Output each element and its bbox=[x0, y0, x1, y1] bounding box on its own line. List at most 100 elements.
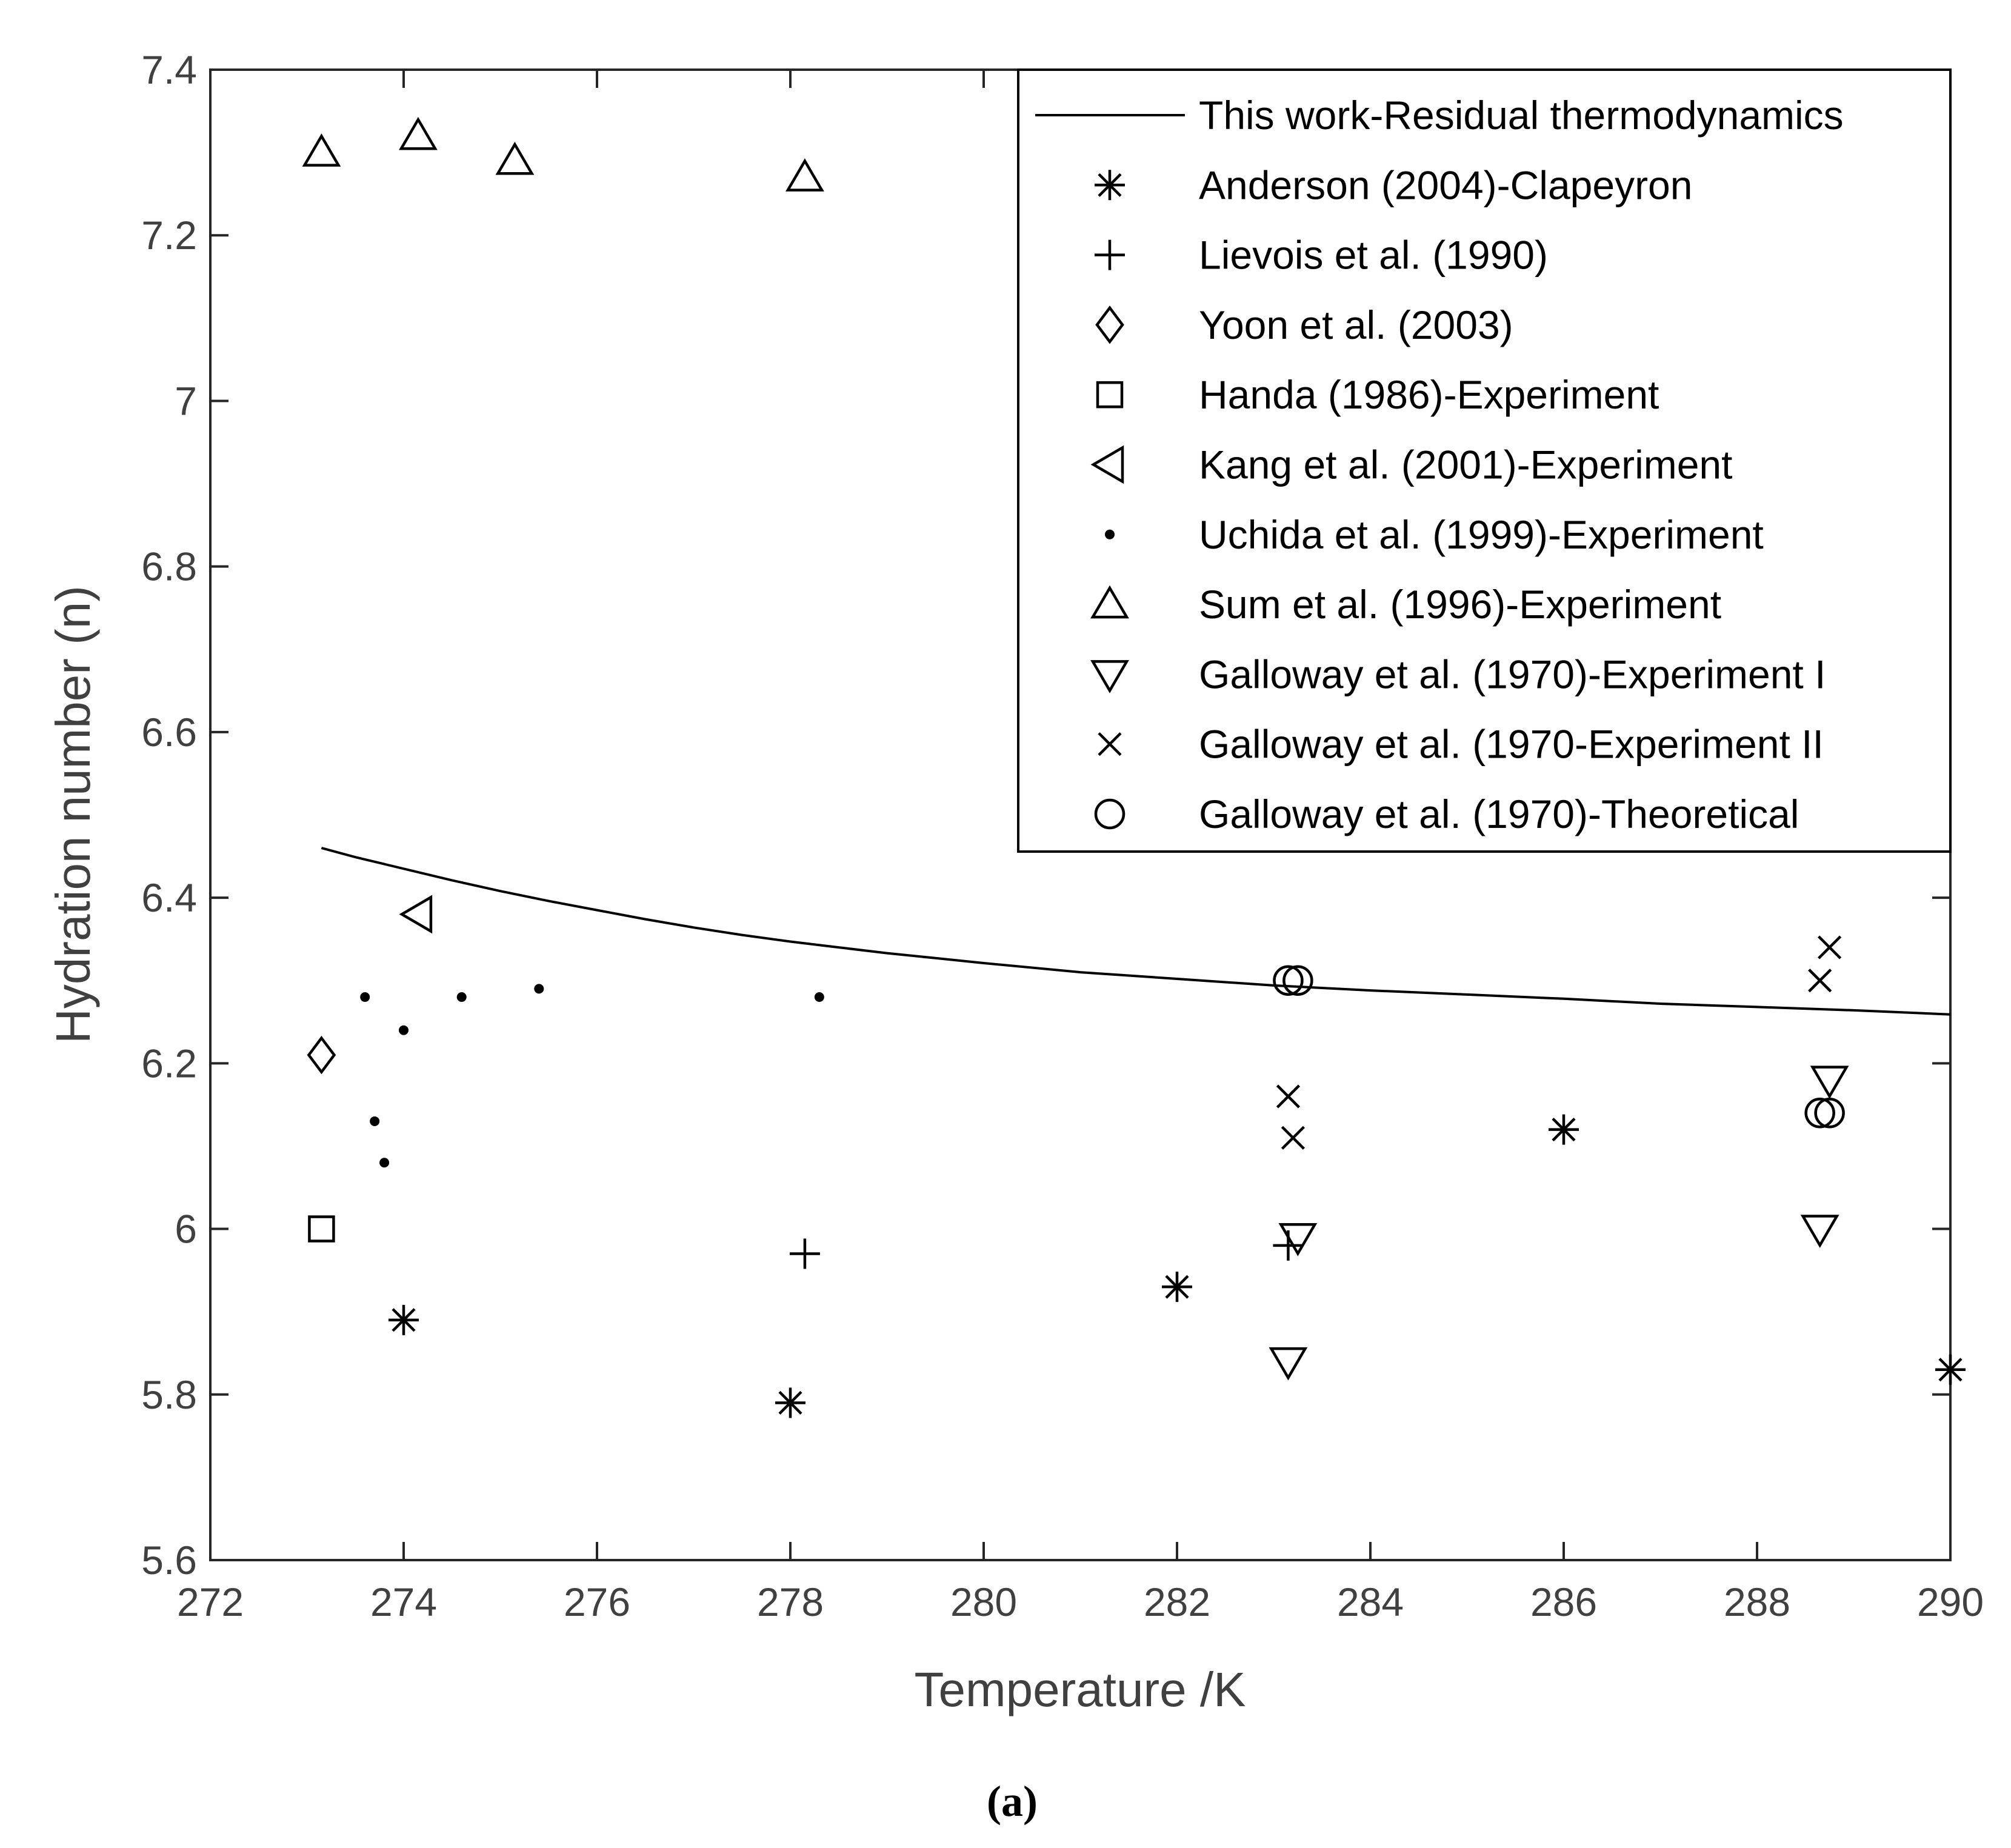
y-axis-label: Hydration number (n) bbox=[46, 585, 100, 1044]
legend-entry: Galloway et al. (1970-Experiment II bbox=[1098, 722, 1824, 767]
legend-marker-x bbox=[1098, 732, 1122, 756]
data-point-plus bbox=[789, 1238, 820, 1269]
data-point-dot bbox=[534, 984, 544, 994]
data-point-dot bbox=[360, 992, 370, 1002]
series-10 bbox=[1273, 965, 1845, 1129]
series-line-residual-thermodynamics bbox=[321, 847, 1951, 1016]
legend-label: Yoon et al. (2003) bbox=[1199, 302, 1513, 347]
legend-entry: Uchida et al. (1999)-Experiment bbox=[1105, 512, 1764, 557]
data-point-asterisk bbox=[389, 1304, 419, 1335]
x-tick-label: 290 bbox=[1917, 1579, 1984, 1624]
legend-marker-diamond bbox=[1095, 305, 1124, 344]
legend-label: Kang et al. (2001)-Experiment bbox=[1199, 442, 1732, 487]
y-axis-ticks: 5.6 5.8 6 6.2 6.4 6.6 6.8 7 7.2 7.4 bbox=[141, 47, 1950, 1583]
series-4 bbox=[308, 1215, 335, 1243]
data-series bbox=[302, 116, 1966, 1418]
data-point-triangle-down bbox=[1278, 1223, 1318, 1256]
x-tick-label: 280 bbox=[950, 1579, 1017, 1624]
legend-entry: Handa (1986)-Experiment bbox=[1096, 372, 1659, 417]
series-1 bbox=[389, 1114, 1966, 1418]
data-point-asterisk bbox=[1549, 1114, 1579, 1145]
series-7 bbox=[302, 116, 824, 192]
data-point-dot bbox=[814, 992, 824, 1002]
legend-label: Uchida et al. (1999)-Experiment bbox=[1199, 512, 1764, 557]
y-tick-label: 6.4 bbox=[141, 875, 197, 920]
data-point-circle bbox=[1273, 965, 1304, 996]
legend-entry: Galloway et al. (1970)-Theoretical bbox=[1094, 792, 1799, 836]
y-tick-label: 7.2 bbox=[141, 213, 197, 258]
legend-label: Anderson (2004)-Clapeyron bbox=[1199, 162, 1692, 207]
legend-entry: This work-Residual thermodynamics bbox=[1035, 93, 1844, 138]
y-tick-label: 6.6 bbox=[141, 710, 197, 755]
legend-entry: Kang et al. (2001)-Experiment bbox=[1090, 442, 1732, 487]
legend-marker-circle bbox=[1094, 798, 1126, 830]
data-point-dot bbox=[399, 1025, 409, 1035]
y-tick-label: 6 bbox=[175, 1207, 197, 1252]
x-tick-label: 278 bbox=[757, 1579, 824, 1624]
legend-entry: Galloway et al. (1970)-Experiment I bbox=[1090, 652, 1826, 696]
data-point-asterisk bbox=[775, 1387, 805, 1418]
data-point-triangle-up bbox=[495, 141, 535, 175]
data-point-dot bbox=[370, 1116, 380, 1126]
legend-label: Lievois et al. (1990) bbox=[1199, 233, 1548, 278]
legend-entry: Lievois et al. (1990) bbox=[1095, 233, 1548, 278]
x-tick-label: 286 bbox=[1530, 1579, 1597, 1624]
legend-box bbox=[1017, 68, 1952, 853]
legend-marker-triangle-left bbox=[1090, 445, 1124, 484]
data-point-x bbox=[1281, 1126, 1305, 1150]
series-5 bbox=[399, 895, 433, 934]
figure-caption: (a) bbox=[987, 1777, 1038, 1826]
legend-label: Galloway et al. (1970)-Experiment I bbox=[1199, 652, 1826, 696]
data-point-triangle-up bbox=[302, 133, 341, 167]
data-point-triangle-down bbox=[1800, 1215, 1839, 1249]
legend-marker-plus bbox=[1095, 239, 1125, 270]
legend-entry: Anderson (2004)-Clapeyron bbox=[1095, 162, 1692, 207]
legend: This work-Residual thermodynamics Anderso… bbox=[1017, 68, 1952, 853]
data-point-asterisk bbox=[1935, 1354, 1966, 1385]
y-tick-label: 7.4 bbox=[141, 47, 197, 92]
series-0 bbox=[321, 847, 1951, 1016]
data-point-asterisk bbox=[1162, 1272, 1192, 1303]
x-axis-ticks: 272 274 276 278 280 282 284 286 288 290 bbox=[177, 70, 1984, 1624]
data-point-triangle-down bbox=[1269, 1347, 1308, 1381]
data-point-circle bbox=[1814, 1098, 1845, 1129]
data-point-dot bbox=[456, 992, 467, 1002]
data-point-dot bbox=[379, 1158, 390, 1168]
data-point-x bbox=[1808, 969, 1832, 993]
x-tick-label: 274 bbox=[370, 1579, 437, 1624]
data-point-diamond bbox=[307, 1035, 336, 1075]
x-axis-label: Temperature /K bbox=[915, 1663, 1246, 1716]
x-tick-label: 272 bbox=[177, 1579, 244, 1624]
series-9 bbox=[1276, 935, 1842, 1150]
y-tick-label: 5.6 bbox=[141, 1538, 197, 1583]
y-tick-label: 7 bbox=[175, 378, 197, 423]
data-point-triangle-left bbox=[399, 895, 433, 934]
legend-marker-triangle-up bbox=[1090, 585, 1129, 619]
legend-label: This work-Residual thermodynamics bbox=[1199, 93, 1844, 138]
series-6 bbox=[360, 984, 824, 1168]
y-tick-label: 6.2 bbox=[141, 1041, 197, 1086]
series-8 bbox=[1269, 1066, 1849, 1381]
y-tick-label: 6.8 bbox=[141, 544, 197, 589]
data-point-x bbox=[1276, 1084, 1301, 1109]
data-point-x bbox=[1818, 935, 1842, 959]
legend-label: Galloway et al. (1970-Experiment II bbox=[1199, 722, 1824, 767]
data-point-circle bbox=[1282, 965, 1313, 996]
legend-label: Sum et al. (1996)-Experiment bbox=[1199, 582, 1721, 627]
legend-marker-dot bbox=[1105, 529, 1115, 539]
data-point-triangle-up bbox=[785, 158, 824, 192]
legend-marker-triangle-down bbox=[1090, 660, 1129, 693]
x-tick-label: 276 bbox=[564, 1579, 630, 1624]
legend-marker-asterisk bbox=[1095, 170, 1125, 201]
legend-entry: Sum et al. (1996)-Experiment bbox=[1090, 582, 1721, 627]
y-tick-label: 5.8 bbox=[141, 1372, 197, 1417]
legend-marker-square bbox=[1096, 381, 1124, 409]
x-tick-label: 288 bbox=[1724, 1579, 1790, 1624]
data-point-square bbox=[308, 1215, 335, 1243]
x-tick-label: 282 bbox=[1144, 1579, 1210, 1624]
data-point-triangle-up bbox=[399, 116, 438, 150]
legend-label: Handa (1986)-Experiment bbox=[1199, 372, 1659, 417]
data-point-circle bbox=[1804, 1098, 1835, 1129]
x-tick-label: 284 bbox=[1337, 1579, 1404, 1624]
